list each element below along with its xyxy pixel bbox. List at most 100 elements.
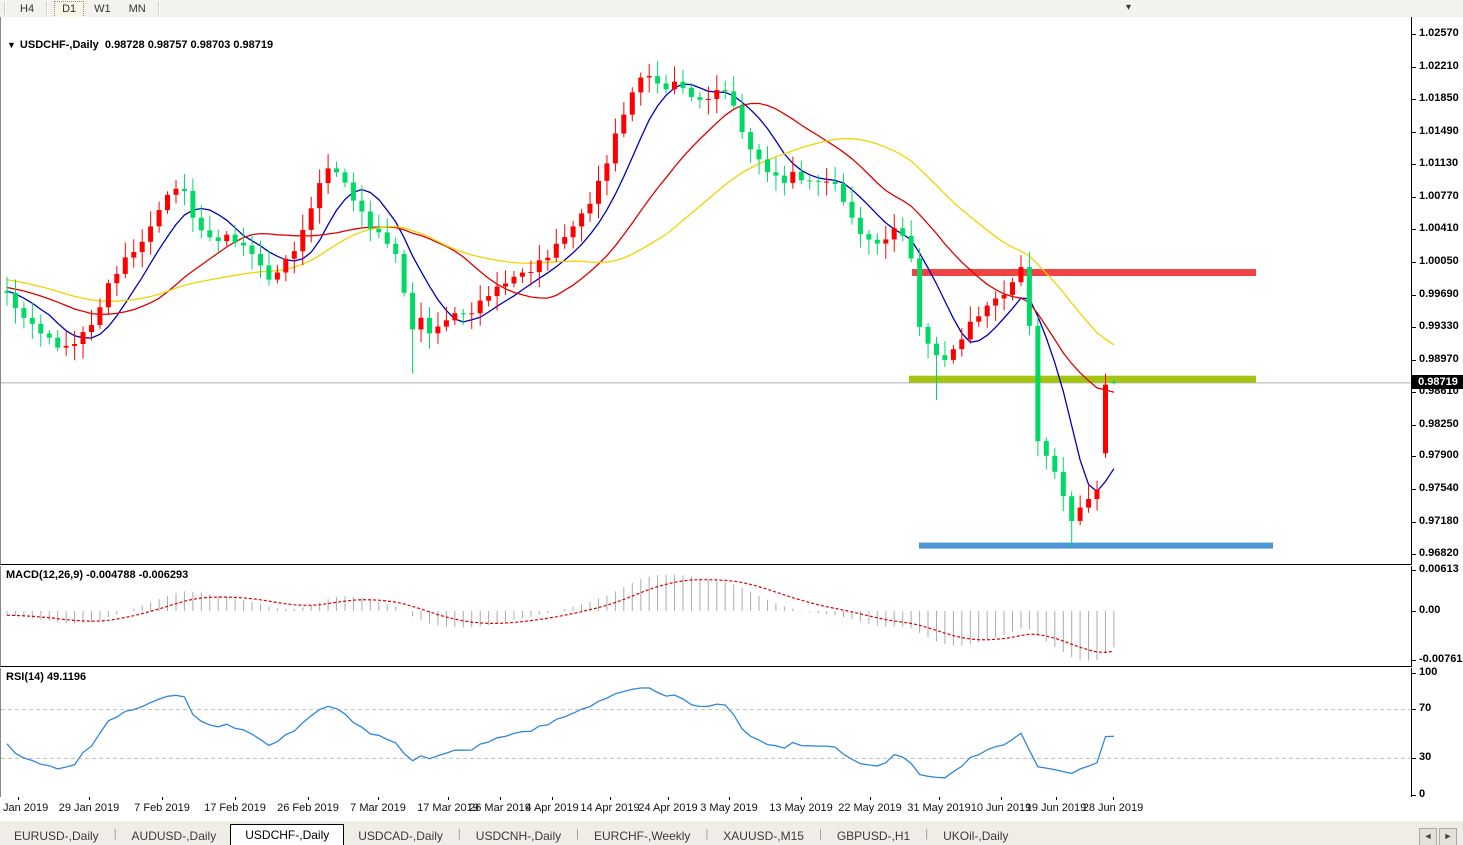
rsi-axis: 100 70 30 0 [1411, 666, 1463, 800]
price-chart-panel[interactable]: ▼ USDCHF-,Daily 0.98728 0.98757 0.98703 0… [0, 17, 1412, 565]
timeframe-button-mn[interactable]: MN [128, 3, 146, 15]
date-tickmark [729, 797, 730, 800]
rsi-tick-tickmark [1412, 758, 1416, 759]
date-tickmark [939, 797, 940, 800]
macd-tick-label: 0.00 [1419, 604, 1441, 616]
date-label: 31 May 2019 [907, 802, 971, 814]
ohlc-open: 0.98728 [104, 39, 145, 51]
date-label: 17 Mar 2019 [417, 802, 479, 814]
price-tick-label: 0.97540 [1419, 482, 1459, 494]
date-label: 7 Mar 2019 [350, 802, 406, 814]
timeframe-button-w1[interactable]: W1 [94, 3, 111, 15]
price-tick-tickmark [1412, 262, 1416, 263]
date-tickmark [668, 797, 669, 800]
price-tick-tickmark [1412, 229, 1416, 230]
chart-tab-usdcad[interactable]: USDCAD-,Daily [358, 829, 443, 843]
chart-tab-audusd[interactable]: AUDUSD-,Daily [131, 829, 217, 843]
price-tick-label: 1.00410 [1419, 222, 1459, 234]
rsi-tick-label: 100 [1419, 666, 1438, 678]
date-axis[interactable]: 20 Jan 2019 29 Jan 2019 7 Feb 2019 17 Feb 2… [0, 797, 1463, 821]
date-tickmark [500, 797, 501, 800]
collapse-triangle-icon[interactable]: ▼ [7, 40, 16, 50]
price-tick-tickmark [1412, 99, 1416, 100]
price-tick-label: 1.01490 [1419, 125, 1459, 137]
tab-scroll-right-button[interactable]: ► [1439, 828, 1457, 845]
tab-scroll-left-button[interactable]: ◄ [1419, 828, 1437, 845]
rsi-tick-tickmark [1412, 709, 1416, 710]
rsi-tick-tickmark [1412, 673, 1416, 674]
date-tickmark [448, 797, 449, 800]
macd-tick-tickmark [1412, 660, 1416, 661]
price-tick-tickmark [1412, 34, 1416, 35]
rsi-label: RSI(14) 49.1196 [6, 671, 87, 683]
chart-tab-usdcnh[interactable]: USDCNH-,Daily [475, 829, 562, 843]
sr-line-level-olive [909, 375, 1256, 383]
chart-tab-xauusd[interactable]: XAUUSD-,M15 [723, 829, 804, 843]
chart-tab-eurchf[interactable]: EURCHF-,Weekly [593, 829, 691, 843]
tab-scroll-controls: ◄ ► [1419, 828, 1463, 845]
date-label: 14 Apr 2019 [580, 802, 640, 814]
toolbar-separator [46, 2, 49, 15]
date-label: 28 Jun 2019 [1082, 802, 1144, 814]
chart-title: ▼ USDCHF-,Daily 0.98728 0.98757 0.98703 0… [7, 39, 273, 51]
date-label: 24 Apr 2019 [638, 802, 698, 814]
chart-tab-eurusd[interactable]: EURUSD-,Daily [14, 829, 99, 843]
price-tick-label: 0.98250 [1419, 418, 1459, 430]
rsi-tick-label: 30 [1419, 751, 1432, 763]
date-label: 20 Jan 2019 [0, 802, 49, 814]
tab-separator: | [925, 827, 929, 840]
price-tick-tickmark [1412, 67, 1416, 68]
date-tickmark [801, 797, 802, 800]
macd-tick-label: 0.00613 [1419, 563, 1459, 575]
date-tickmark [89, 797, 90, 800]
price-tick-tickmark [1412, 489, 1416, 490]
timeframe-toolbar: H4 D1 W1 MN ▾ [0, 0, 1463, 18]
timeframe-button-d1[interactable]: D1 [54, 1, 85, 18]
macd-label: MACD(12,26,9) -0.004788 -0.006293 [6, 569, 189, 581]
rsi-chart[interactable] [1, 668, 1411, 797]
price-tick-label: 0.96820 [1419, 547, 1459, 559]
price-tick-label: 1.00050 [1419, 255, 1459, 267]
macd-axis: 0.00613 0.00 -0.007612 [1411, 563, 1463, 666]
date-tickmark [18, 797, 19, 800]
price-tick-label: 1.00770 [1419, 190, 1459, 202]
date-label: 13 May 2019 [769, 802, 833, 814]
date-label: 10 Jun 2019 [970, 802, 1032, 814]
date-tickmark [1113, 797, 1114, 800]
date-label: 7 Feb 2019 [134, 802, 190, 814]
chart-symbol-label: USDCHF-,Daily [19, 39, 99, 51]
rsi-panel[interactable]: RSI(14) 49.1196 [0, 668, 1412, 798]
ma-slow [6, 137, 1115, 346]
date-label: 26 Mar 2019 [469, 802, 531, 814]
date-tickmark [870, 797, 871, 800]
date-tickmark [235, 797, 236, 800]
toolbar-separator [157, 2, 160, 15]
chart-tab-ukoil[interactable]: UKOil-,Daily [943, 829, 1009, 843]
date-tickmark [610, 797, 611, 800]
ohlc-high: 0.98757 [147, 39, 188, 51]
macd-chart[interactable] [1, 566, 1411, 666]
price-tick-label: 0.97900 [1419, 449, 1459, 461]
price-tick-tickmark [1412, 132, 1416, 133]
price-tick-label: 1.01130 [1419, 157, 1459, 169]
ma-mid [6, 102, 1115, 393]
macd-panel[interactable]: MACD(12,26,9) -0.004788 -0.006293 [0, 566, 1412, 667]
rsi-tick-label: 0 [1419, 788, 1426, 800]
price-tick-tickmark [1412, 554, 1416, 555]
price-tick-label: 0.99690 [1419, 288, 1459, 300]
price-tick-tickmark [1412, 425, 1416, 426]
chart-tab-gbpusd[interactable]: GBPUSD-,H1 [836, 829, 911, 843]
timeframe-button-h4[interactable]: H4 [20, 3, 35, 15]
candlestick-chart[interactable] [1, 17, 1411, 563]
price-tick-label: 0.98970 [1419, 353, 1459, 365]
rsi-tick-tickmark [1412, 795, 1416, 796]
macd-tick-tickmark [1412, 570, 1416, 571]
price-axis[interactable]: 1.02570 1.02210 1.01850 1.01490 1.01130 1.007… [1411, 17, 1463, 564]
price-tick-label: 0.99330 [1419, 320, 1459, 332]
chart-tab-usdchf[interactable]: USDCHF-,Daily [230, 824, 345, 845]
sr-line-support-blue [919, 542, 1273, 549]
toolbar-overflow-icon[interactable]: ▾ [1126, 2, 1132, 13]
date-label: 17 Feb 2019 [204, 802, 266, 814]
macd-tick-label: -0.007612 [1419, 653, 1463, 665]
